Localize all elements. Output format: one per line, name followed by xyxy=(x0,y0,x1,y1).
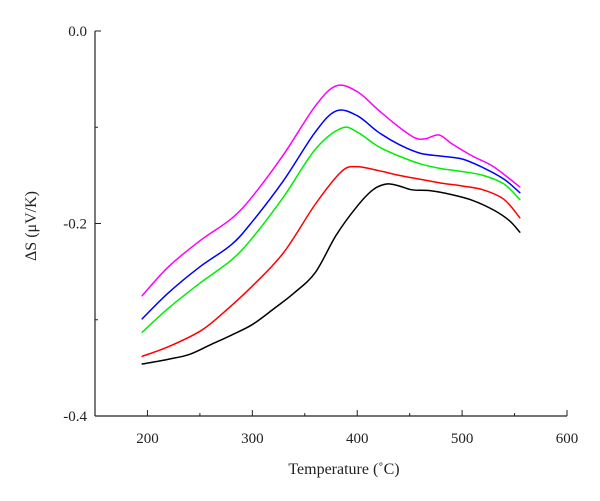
series-line-2 xyxy=(141,109,521,320)
x-tick-label: 600 xyxy=(556,431,579,447)
y-tick-label: 0.0 xyxy=(68,24,87,40)
x-tick-label: 400 xyxy=(346,431,369,447)
series-line-4 xyxy=(141,165,521,358)
series-line-1 xyxy=(141,84,521,297)
x-axis-title: Temperature (˚C) xyxy=(288,461,399,478)
x-tick-label: 500 xyxy=(451,431,474,447)
y-tick-label: -0.4 xyxy=(63,409,87,425)
x-tick-label: 200 xyxy=(136,431,159,447)
series-line-3 xyxy=(141,126,521,334)
series-line-5 xyxy=(141,183,521,365)
y-tick-label: -0.2 xyxy=(63,217,87,233)
series-layer xyxy=(141,84,521,365)
x-tick-label: 300 xyxy=(241,431,264,447)
ticks-layer: 200 300 400 500 600 0.0 -0.2 -0.4 xyxy=(63,24,578,447)
y-axis-title: ΔS (μV/K) xyxy=(23,191,40,261)
